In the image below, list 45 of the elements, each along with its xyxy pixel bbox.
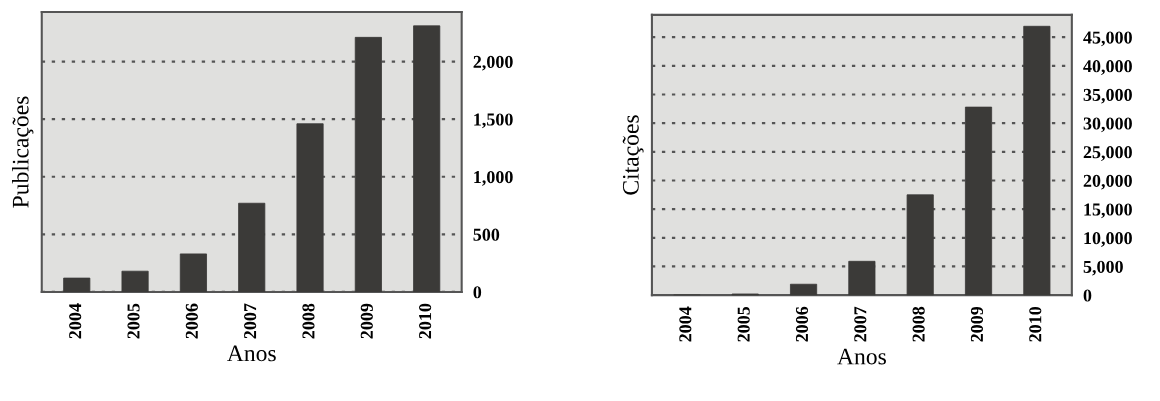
y-axis-title: Publicações bbox=[12, 96, 34, 208]
bar bbox=[354, 36, 382, 292]
bar bbox=[790, 283, 818, 296]
y-tick-label: 0 bbox=[1083, 289, 1092, 302]
x-tick-label: 2010 bbox=[1029, 306, 1042, 342]
x-tick-label: 2009 bbox=[360, 303, 373, 339]
y-tick-label: 25,000 bbox=[1083, 146, 1132, 161]
y-tick-label: 15,000 bbox=[1084, 203, 1132, 219]
x-tick-label: 2005 bbox=[127, 303, 140, 339]
x-tick-label: 2007 bbox=[244, 303, 257, 339]
y-axis-title: Citações bbox=[622, 115, 644, 195]
x-tick-label: 2004 bbox=[679, 306, 692, 342]
bar bbox=[63, 277, 91, 292]
y-tick-label: 45,000 bbox=[1083, 31, 1132, 47]
x-tick-label: 2007 bbox=[854, 306, 867, 342]
y-tick-label: 2,000 bbox=[473, 55, 513, 71]
bar bbox=[413, 25, 441, 292]
bar bbox=[964, 106, 993, 296]
y-tick-label: 40,000 bbox=[1083, 60, 1132, 75]
y-tick-label: 500 bbox=[473, 228, 500, 241]
y-tick-label: 30,000 bbox=[1083, 117, 1132, 133]
bar bbox=[238, 202, 266, 292]
y-tick-label: 5,000 bbox=[1083, 260, 1123, 276]
x-tick-label: 2009 bbox=[970, 306, 984, 342]
x-tick-label: 2010 bbox=[419, 303, 432, 339]
x-tick-label: 2005 bbox=[737, 306, 750, 342]
y-tick-label: 1,000 bbox=[474, 171, 513, 186]
bar bbox=[296, 123, 324, 292]
x-axis-title: Anos bbox=[837, 348, 886, 365]
y-tick-label: 20,000 bbox=[1083, 174, 1132, 190]
bar bbox=[848, 260, 876, 296]
y-tick-label: 1,500 bbox=[474, 113, 513, 129]
x-tick-label: 2004 bbox=[69, 303, 82, 339]
x-tick-label: 2008 bbox=[302, 303, 315, 339]
x-tick-label: 2006 bbox=[795, 306, 809, 342]
x-axis-title: Anos bbox=[227, 345, 276, 362]
bar bbox=[179, 253, 207, 292]
x-tick-label: 2006 bbox=[185, 303, 198, 339]
bar bbox=[121, 270, 149, 292]
y-tick-label: 10,000 bbox=[1084, 232, 1132, 247]
x-tick-label: 2008 bbox=[912, 306, 925, 342]
bar bbox=[906, 194, 934, 296]
bar bbox=[1023, 25, 1051, 296]
y-tick-label: 0 bbox=[473, 286, 482, 299]
y-tick-label: 35,000 bbox=[1083, 88, 1132, 104]
